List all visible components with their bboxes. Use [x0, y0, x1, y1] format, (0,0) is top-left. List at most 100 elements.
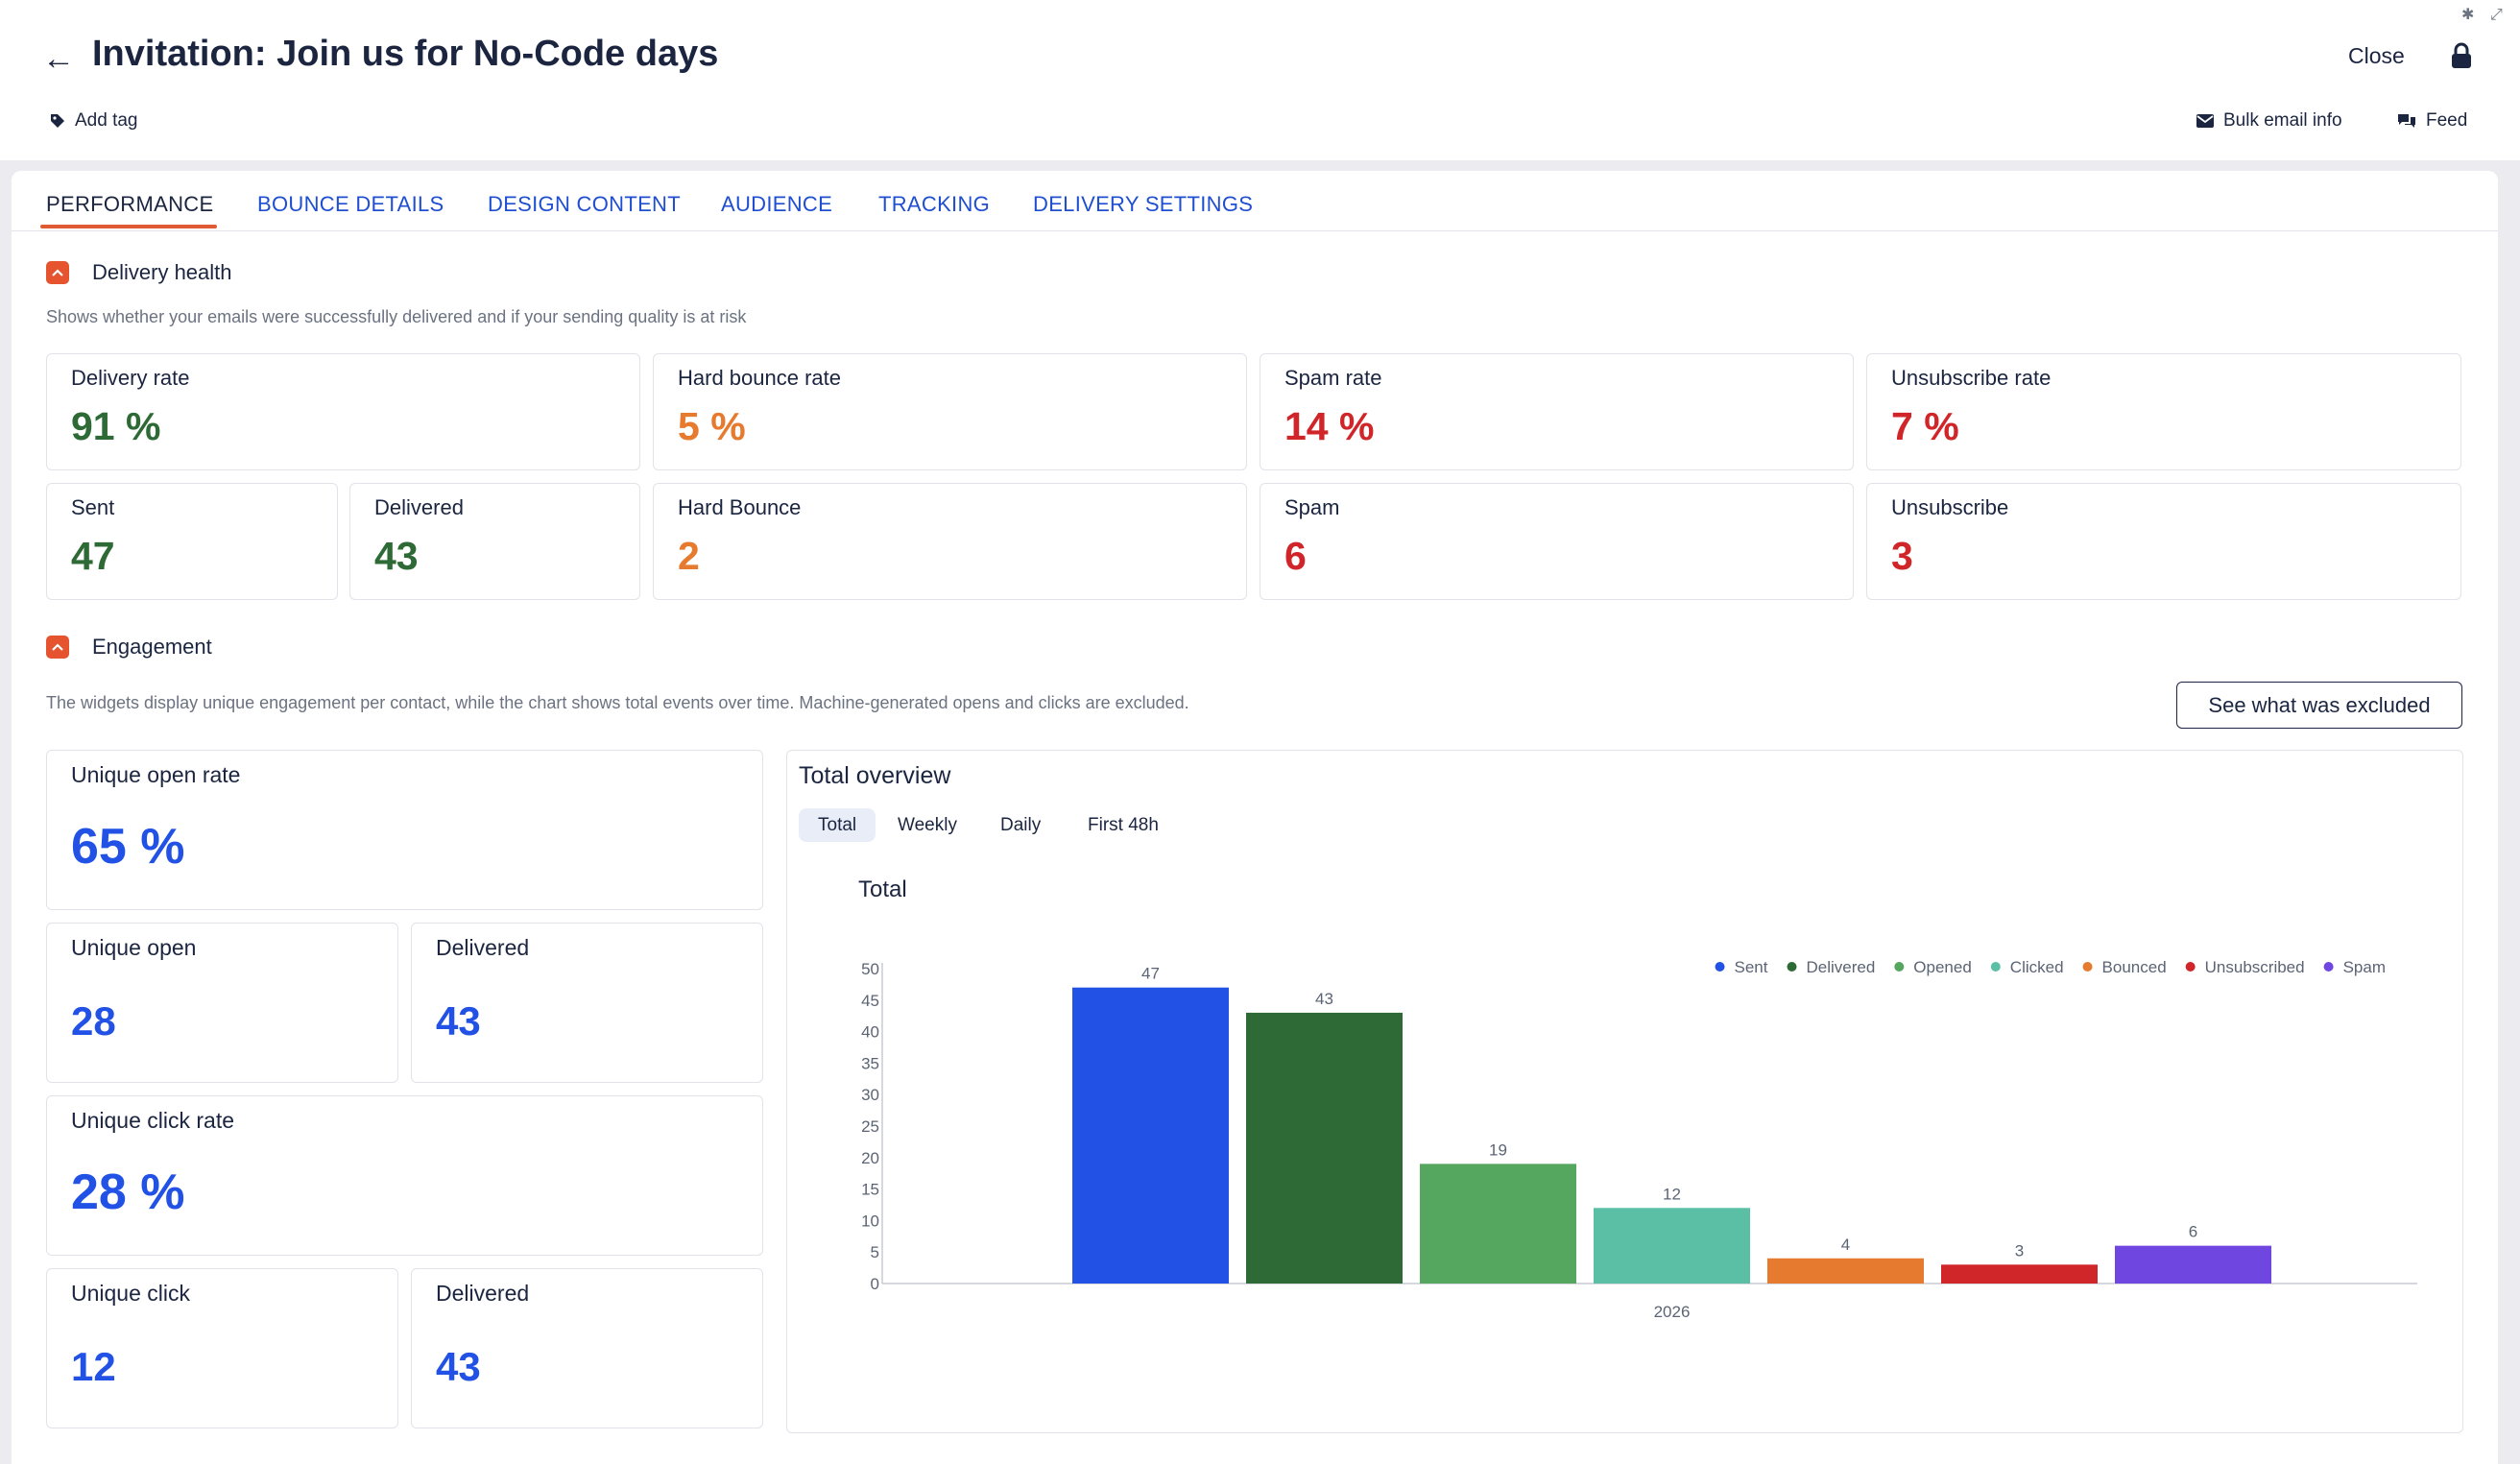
y-tick-label: 10	[861, 1212, 879, 1230]
tab-performance[interactable]: PERFORMANCE	[46, 192, 214, 216]
click-delivered-card: Delivered 43	[411, 1268, 763, 1428]
expand-icon[interactable]: ⤢	[2490, 7, 2503, 23]
back-arrow-icon[interactable]: ←	[42, 40, 75, 77]
bar-data-label: 19	[1489, 1140, 1507, 1159]
legend-label: Unsubscribed	[2205, 958, 2305, 976]
open-delivered-card: Delivered 43	[411, 923, 763, 1083]
spam-count-card: Spam 6	[1260, 483, 1854, 600]
delivery-health-title: Delivery health	[92, 260, 232, 284]
y-tick-label: 20	[861, 1149, 879, 1167]
tab-bar: PERFORMANCE BOUNCE DETAILS DESIGN CONTEN…	[12, 171, 2498, 231]
add-tag-label: Add tag	[75, 110, 138, 131]
tab-bounce-details[interactable]: BOUNCE DETAILS	[257, 192, 444, 216]
legend-label: Bounced	[2102, 958, 2167, 976]
page-title: Invitation: Join us for No-Code days	[92, 34, 719, 74]
bar-data-label: 4	[1841, 1236, 1850, 1254]
view-tab-total[interactable]: Total	[799, 808, 876, 842]
view-tab-weekly[interactable]: Weekly	[898, 814, 957, 835]
metric-value: 91 %	[71, 404, 161, 448]
y-tick-label: 50	[861, 960, 879, 978]
metric-value: 12	[71, 1344, 116, 1389]
legend-dot	[1990, 962, 2001, 972]
bar-data-label: 6	[2189, 1223, 2197, 1241]
tab-design-content[interactable]: DESIGN CONTENT	[488, 192, 681, 216]
y-tick-label: 5	[871, 1243, 879, 1261]
delivery-health-toggle[interactable]: Delivery health	[46, 260, 232, 284]
unsubscribe-count-card: Unsubscribe 3	[1866, 483, 2461, 600]
delivery-health-description: Shows whether your emails were successfu…	[46, 307, 747, 326]
metric-label: Hard Bounce	[678, 495, 802, 519]
overview-title: Total overview	[799, 762, 951, 789]
bar-data-label: 47	[1141, 965, 1160, 983]
y-tick-label: 30	[861, 1086, 879, 1104]
legend-dot	[1787, 962, 1797, 972]
feed-label: Feed	[2426, 110, 2468, 131]
metric-value: 43	[436, 998, 481, 1044]
metric-value: 43	[436, 1344, 481, 1389]
y-tick-label: 35	[861, 1054, 879, 1072]
metric-label: Spam rate	[1284, 366, 1382, 390]
close-button[interactable]: Close	[2348, 43, 2405, 68]
metric-label: Delivery rate	[71, 366, 190, 390]
metric-label: Unique click	[71, 1281, 190, 1306]
metric-value: 3	[1891, 534, 1913, 578]
bar-data-label: 3	[2015, 1241, 2024, 1260]
performance-card: PERFORMANCE BOUNCE DETAILS DESIGN CONTEN…	[12, 171, 2498, 1464]
active-tab-indicator	[40, 225, 217, 228]
legend-dot	[2082, 962, 2093, 972]
y-tick-label: 0	[871, 1275, 879, 1293]
metric-label: Unique open	[71, 935, 197, 960]
metric-value: 28 %	[71, 1164, 185, 1220]
legend-label: Spam	[2343, 958, 2386, 976]
metric-label: Hard bounce rate	[678, 366, 841, 390]
legend-label: Delivered	[1806, 958, 1875, 976]
y-tick-label: 25	[861, 1117, 879, 1136]
tab-audience[interactable]: AUDIENCE	[721, 192, 833, 216]
engagement-title: Engagement	[92, 635, 212, 659]
settings-icon[interactable]: ✱	[2461, 7, 2475, 23]
see-excluded-button[interactable]: See what was excluded	[2176, 682, 2462, 729]
legend-dot	[1894, 962, 1905, 972]
metric-label: Spam	[1284, 495, 1340, 519]
view-tab-first-48h[interactable]: First 48h	[1088, 814, 1159, 835]
add-tag-button[interactable]: Add tag	[50, 108, 138, 133]
chart-bar-sent	[1072, 987, 1229, 1284]
envelope-icon	[2196, 114, 2214, 128]
metric-label: Unsubscribe	[1891, 495, 2009, 519]
metric-label: Delivered	[374, 495, 464, 519]
legend-dot	[1715, 962, 1725, 972]
chevron-up-icon	[46, 636, 69, 659]
tab-tracking[interactable]: TRACKING	[878, 192, 991, 216]
chart-bar-unsubscribed	[1941, 1264, 2098, 1284]
metric-label: Unique open rate	[71, 762, 241, 787]
metric-value: 65 %	[71, 819, 185, 875]
chart-bar-spam	[2115, 1245, 2271, 1284]
hard-bounce-count-card: Hard Bounce 2	[653, 483, 1247, 600]
chat-icon	[2398, 114, 2415, 128]
unique-open-rate-card: Unique open rate 65 %	[46, 750, 763, 910]
legend-label: Sent	[1735, 958, 1768, 976]
sent-count-card: Sent 47	[46, 483, 338, 600]
tab-delivery-settings[interactable]: DELIVERY SETTINGS	[1033, 192, 1254, 216]
metric-value: 43	[374, 534, 419, 578]
legend-label: Clicked	[2010, 958, 2064, 976]
unique-click-rate-card: Unique click rate 28 %	[46, 1095, 763, 1256]
metric-label: Delivered	[436, 1281, 530, 1306]
delivered-count-card: Delivered 43	[349, 483, 640, 600]
feed-button[interactable]: Feed	[2397, 108, 2467, 133]
engagement-toggle[interactable]: Engagement	[46, 635, 212, 659]
y-tick-label: 15	[861, 1181, 879, 1199]
tag-icon	[51, 114, 64, 128]
bar-data-label: 12	[1663, 1185, 1681, 1203]
bulk-email-info-label: Bulk email info	[2223, 110, 2342, 131]
bulk-email-info-button[interactable]: Bulk email info	[2196, 108, 2342, 133]
hard-bounce-rate-card: Hard bounce rate 5 %	[653, 353, 1247, 470]
view-tab-daily[interactable]: Daily	[1000, 814, 1042, 835]
metric-value: 7 %	[1891, 404, 1959, 448]
metric-label: Unsubscribe rate	[1891, 366, 2052, 390]
lock-icon[interactable]	[2449, 42, 2474, 69]
metric-value: 5 %	[678, 404, 746, 448]
legend-dot	[2185, 962, 2196, 972]
metric-label: Unique click rate	[71, 1108, 235, 1133]
